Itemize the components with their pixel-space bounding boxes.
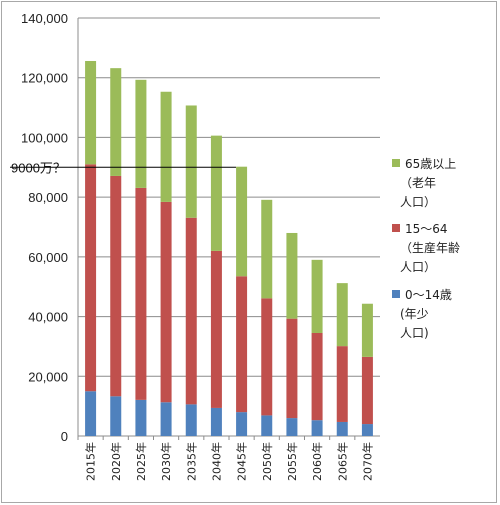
bar-segment-working <box>135 187 147 400</box>
bar-segment-working <box>160 201 172 403</box>
y-tick-label: 140,000 <box>21 11 68 26</box>
bar-segment-elderly <box>110 68 122 176</box>
bar-segment-working <box>210 250 222 408</box>
bar-segment-working <box>236 276 248 413</box>
bar-segment-young <box>236 412 248 436</box>
legend-label: （生産年齢 <box>400 240 460 255</box>
legend-swatch <box>392 290 400 298</box>
bar-segment-working <box>361 356 373 425</box>
bar-segment-working <box>85 164 97 392</box>
bar-segment-working <box>110 175 122 397</box>
x-tick-label: 2040年 <box>209 442 223 481</box>
x-tick-label: 2050年 <box>260 442 274 481</box>
bar-segment-working <box>311 332 323 421</box>
bar-segment-young <box>361 424 373 436</box>
x-tick-label: 2025年 <box>134 442 148 481</box>
x-tick-label: 2070年 <box>360 442 374 481</box>
bar-segment-working <box>185 217 197 405</box>
y-tick-label: 20,000 <box>28 369 68 384</box>
bar-segment-young <box>286 418 298 436</box>
legend-swatch <box>392 224 400 232</box>
legend-label: 人口） <box>400 260 436 274</box>
bar-segment-young <box>311 420 323 436</box>
bar-segment-young <box>110 396 122 436</box>
y-tick-label: 120,000 <box>21 71 68 86</box>
x-tick-label: 2015年 <box>84 442 98 481</box>
bar-segment-working <box>336 346 348 422</box>
bar-segment-elderly <box>85 60 97 165</box>
bar-segment-elderly <box>311 259 323 333</box>
y-tick-label: 80,000 <box>28 190 68 205</box>
legend-label: 65歳以上 <box>405 157 456 171</box>
bar-segment-young <box>135 399 147 436</box>
x-tick-label: 2020年 <box>109 442 123 481</box>
bar-segment-young <box>185 404 197 436</box>
bar-segment-elderly <box>361 303 373 357</box>
bar-segment-young <box>160 402 172 436</box>
bar-segment-working <box>261 298 273 416</box>
legend-label: 15～64 <box>405 222 448 236</box>
bar-segment-elderly <box>261 199 273 299</box>
x-tick-label: 2060年 <box>310 442 324 481</box>
bar-segment-elderly <box>236 166 248 277</box>
y-tick-label: 0 <box>61 429 68 444</box>
legend-label: 0～14歳 <box>405 288 452 302</box>
bar-segment-elderly <box>336 283 348 347</box>
bar-segment-elderly <box>210 135 222 251</box>
legend-label: (年少 <box>400 307 429 321</box>
bar-segment-young <box>210 407 222 436</box>
legend-label: 人口) <box>400 326 429 340</box>
y-tick-label: 100,000 <box>21 130 68 145</box>
bar-segment-young <box>261 415 273 436</box>
x-tick-label: 2065年 <box>335 442 349 481</box>
legend-label: 人口） <box>400 195 436 209</box>
bar-segment-working <box>286 318 298 419</box>
bar-segment-young <box>336 421 348 436</box>
legend-swatch <box>392 159 400 167</box>
x-tick-label: 2035年 <box>184 442 198 481</box>
y-tick-label: 40,000 <box>28 310 68 325</box>
bar-segment-elderly <box>286 232 298 319</box>
bar-segment-young <box>85 391 97 436</box>
legend-label: （老年 <box>400 176 436 190</box>
y-tick-label: 60,000 <box>28 250 68 265</box>
bar-segment-elderly <box>160 91 172 202</box>
x-tick-label: 2045年 <box>235 442 249 481</box>
annotation-label: 9000万？ <box>11 160 66 175</box>
x-tick-label: 2030年 <box>159 442 173 481</box>
bar-segment-elderly <box>185 105 197 218</box>
bar-segment-elderly <box>135 79 147 188</box>
x-tick-label: 2055年 <box>285 442 299 481</box>
